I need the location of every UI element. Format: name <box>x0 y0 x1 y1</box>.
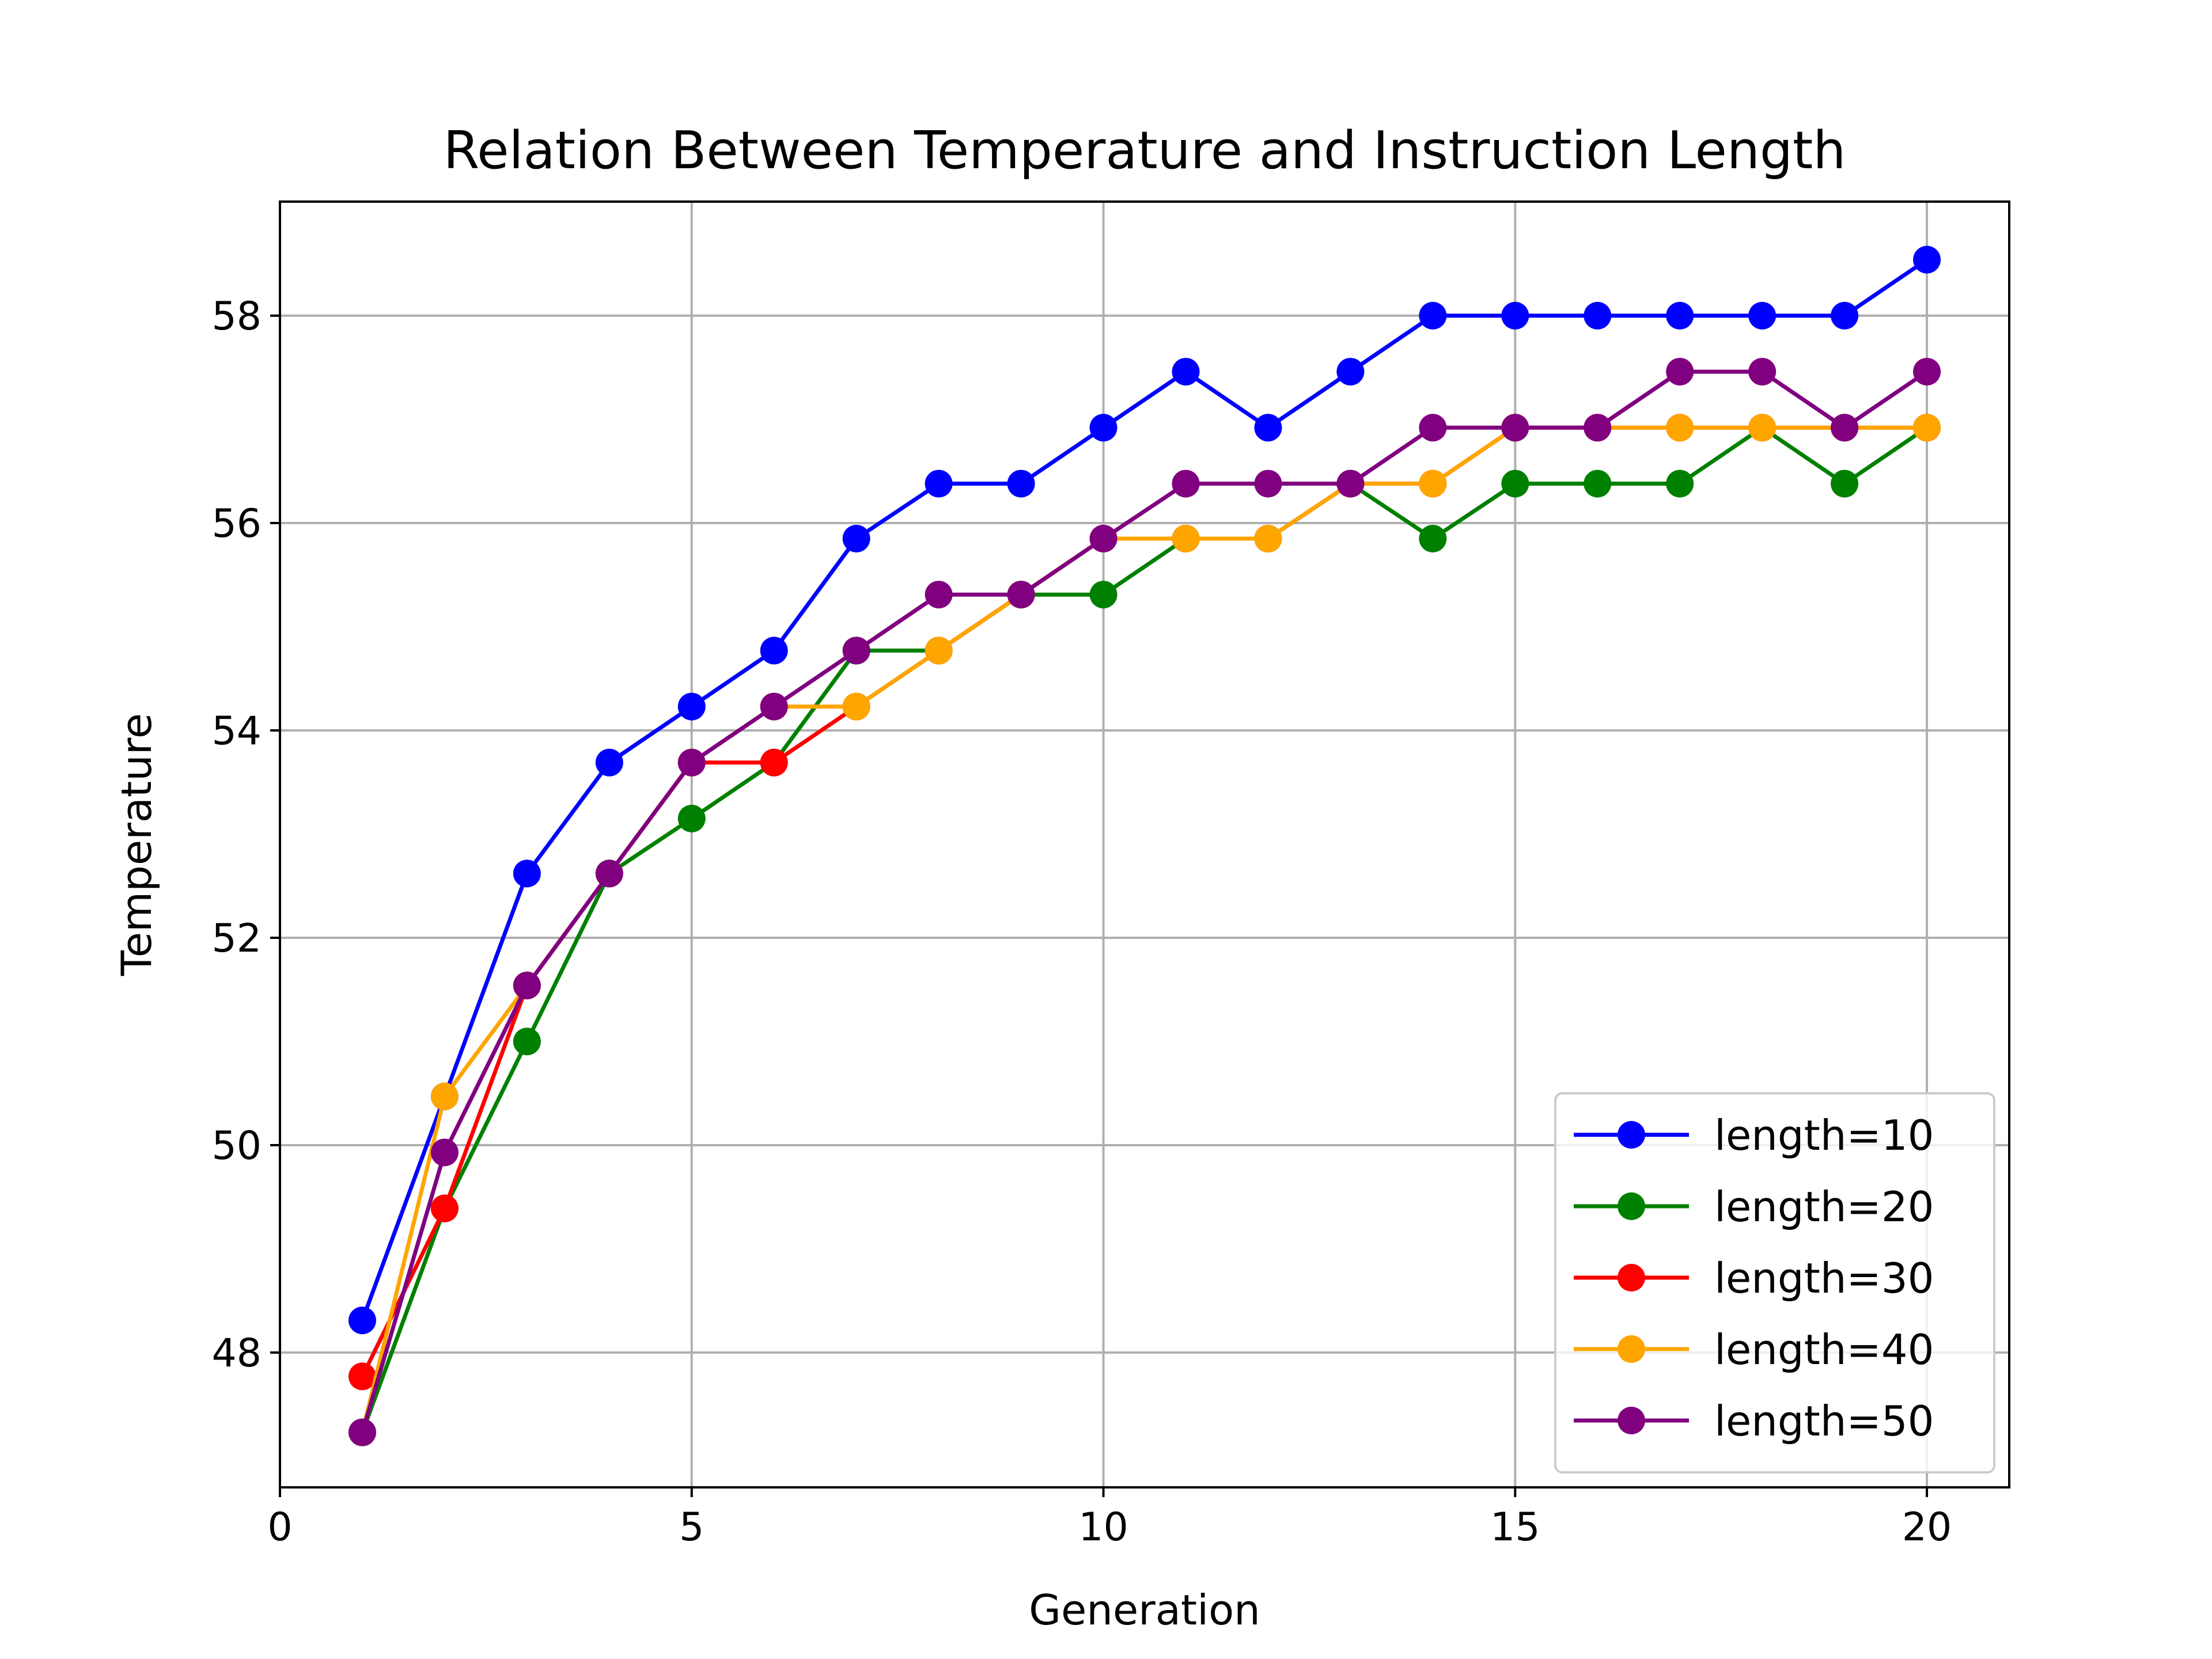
data-point <box>1831 469 1859 498</box>
data-point <box>1419 414 1447 442</box>
legend-label: length=20 <box>1714 1183 1934 1231</box>
data-point <box>1831 414 1859 442</box>
x-tick-label: 15 <box>1490 1505 1540 1550</box>
data-point <box>1748 358 1777 386</box>
data-point <box>1254 469 1282 498</box>
data-point <box>348 1418 376 1446</box>
data-point <box>925 469 953 498</box>
legend-swatch-marker <box>1618 1335 1645 1363</box>
data-point <box>925 637 953 665</box>
data-point <box>1666 302 1694 329</box>
legend: length=10 length=20 length=30 length=40 leng… <box>1554 1092 1995 1474</box>
x-tick-label: 10 <box>1078 1505 1128 1550</box>
data-point <box>1748 302 1777 329</box>
series-layer <box>348 245 1941 1446</box>
data-point <box>1172 358 1200 386</box>
legend-swatch-marker <box>1618 1407 1645 1434</box>
data-point <box>1254 414 1282 442</box>
data-point <box>1336 469 1365 498</box>
data-point <box>1089 525 1118 552</box>
data-point <box>760 637 788 665</box>
data-point <box>1584 469 1612 498</box>
legend-swatch-marker <box>1618 1264 1645 1291</box>
chart-title: Relation Between Temperature and Instruc… <box>444 120 1846 181</box>
data-point <box>1089 414 1118 442</box>
data-point <box>677 805 706 832</box>
legend-label: length=40 <box>1714 1325 1934 1374</box>
data-point <box>760 748 788 777</box>
data-point <box>430 1194 459 1222</box>
data-point <box>348 1362 376 1391</box>
data-point <box>348 1306 376 1335</box>
data-point <box>595 748 623 777</box>
legend-entry: length=50 <box>1574 1397 1934 1445</box>
data-point <box>1748 414 1777 442</box>
y-tick-label: 58 <box>211 294 262 339</box>
x-tick-label: 5 <box>679 1505 704 1550</box>
data-point <box>1419 302 1447 329</box>
data-point <box>430 1138 459 1166</box>
data-point <box>1419 525 1447 552</box>
data-point <box>1419 469 1447 498</box>
y-axis-label: Temperature <box>112 713 161 976</box>
legend-entry: length=10 <box>1574 1111 1934 1160</box>
y-tick-label: 56 <box>211 501 262 547</box>
legend-entry: length=30 <box>1574 1254 1934 1302</box>
data-point <box>677 692 706 721</box>
data-point <box>513 1028 541 1055</box>
data-point <box>1501 302 1529 329</box>
data-point <box>1913 358 1941 386</box>
data-point <box>842 692 870 721</box>
data-point <box>1007 469 1035 498</box>
data-point <box>760 692 788 721</box>
plot-frame <box>279 200 2010 1488</box>
data-point <box>1254 525 1282 552</box>
data-point <box>1089 581 1118 609</box>
data-point <box>1501 469 1529 498</box>
y-tick-label: 48 <box>211 1331 262 1376</box>
data-point <box>1666 469 1694 498</box>
y-tick-label: 54 <box>211 709 262 754</box>
data-point <box>1584 414 1612 442</box>
legend-label: length=30 <box>1714 1254 1934 1302</box>
y-tick-label: 52 <box>211 916 262 961</box>
data-point <box>1584 302 1612 329</box>
data-point <box>1666 358 1694 386</box>
legend-entry: length=20 <box>1574 1183 1934 1231</box>
x-axis-label: Generation <box>1029 1586 1260 1634</box>
data-point <box>1172 525 1200 552</box>
y-tick-label: 50 <box>211 1123 262 1169</box>
legend-box <box>1554 1092 1995 1474</box>
data-point <box>1666 414 1694 442</box>
data-point <box>1913 245 1941 274</box>
data-point <box>842 637 870 665</box>
legend-label: length=10 <box>1714 1111 1934 1160</box>
x-tick-label: 20 <box>1902 1505 1952 1550</box>
data-point <box>925 581 953 609</box>
series-line <box>360 369 1929 1433</box>
data-point <box>677 748 706 777</box>
data-point <box>1501 414 1529 442</box>
legend-swatch-marker <box>1618 1121 1645 1149</box>
data-point <box>513 859 541 888</box>
x-tick-label: 0 <box>267 1505 292 1550</box>
legend-label: length=50 <box>1714 1397 1934 1445</box>
legend-swatch-marker <box>1618 1192 1645 1220</box>
data-point <box>513 971 541 999</box>
data-point <box>430 1082 459 1111</box>
data-point <box>1172 469 1200 498</box>
data-point <box>842 525 870 552</box>
data-point <box>1913 414 1941 442</box>
data-point <box>1831 302 1859 329</box>
data-point <box>1336 358 1365 386</box>
data-point <box>595 859 623 888</box>
axis-ticks: 0 5 10 15 20 48 50 52 54 56 58 <box>211 294 1952 1550</box>
data-point <box>1007 581 1035 609</box>
series-5 <box>348 358 1941 1446</box>
legend-entry: length=40 <box>1574 1325 1934 1374</box>
